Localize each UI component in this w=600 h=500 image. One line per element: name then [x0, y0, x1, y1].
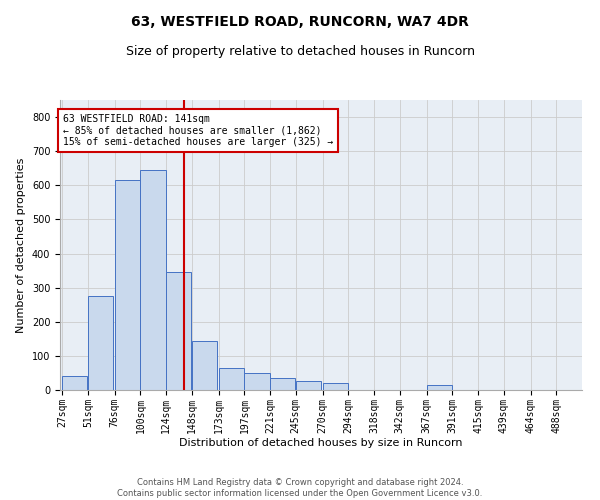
Bar: [244, 373, 269, 390]
Bar: [427, 385, 452, 390]
Bar: [62, 376, 88, 390]
Y-axis label: Number of detached properties: Number of detached properties: [16, 158, 26, 332]
Text: Size of property relative to detached houses in Runcorn: Size of property relative to detached ho…: [125, 45, 475, 58]
Bar: [296, 382, 321, 390]
Bar: [140, 170, 166, 390]
Bar: [218, 368, 244, 390]
Bar: [88, 296, 113, 390]
Text: 63, WESTFIELD ROAD, RUNCORN, WA7 4DR: 63, WESTFIELD ROAD, RUNCORN, WA7 4DR: [131, 15, 469, 29]
X-axis label: Distribution of detached houses by size in Runcorn: Distribution of detached houses by size …: [179, 438, 463, 448]
Bar: [270, 378, 295, 390]
Text: 63 WESTFIELD ROAD: 141sqm
← 85% of detached houses are smaller (1,862)
15% of se: 63 WESTFIELD ROAD: 141sqm ← 85% of detac…: [63, 114, 334, 147]
Text: Contains HM Land Registry data © Crown copyright and database right 2024.
Contai: Contains HM Land Registry data © Crown c…: [118, 478, 482, 498]
Bar: [192, 340, 217, 390]
Bar: [166, 272, 191, 390]
Bar: [323, 383, 348, 390]
Bar: [115, 180, 140, 390]
